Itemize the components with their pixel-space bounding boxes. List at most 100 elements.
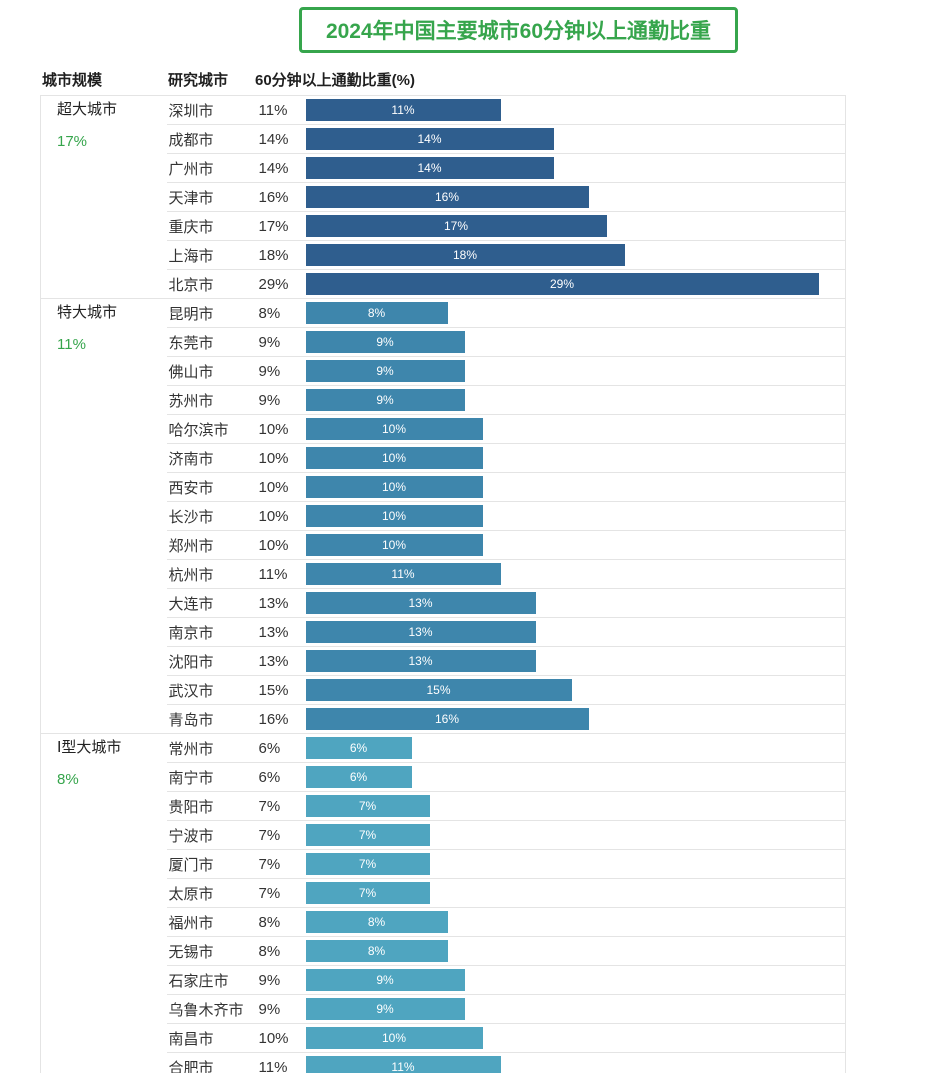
bar: 10%	[305, 476, 483, 498]
city-value: 9%	[255, 385, 306, 415]
city-name: 南京市	[166, 617, 256, 647]
city-value: 18%	[255, 240, 306, 270]
city-value: 11%	[255, 95, 306, 125]
table-row: 重庆市 17% 17%	[41, 211, 846, 241]
city-name: 东莞市	[166, 327, 256, 357]
scale-average: 8%	[57, 771, 79, 788]
bar-label: 10%	[381, 451, 407, 465]
bar-label: 10%	[381, 1031, 407, 1045]
city-value: 10%	[255, 1023, 306, 1053]
bar: 17%	[305, 215, 607, 237]
chart-title: 2024年中国主要城市60分钟以上通勤比重	[298, 7, 739, 53]
bar: 10%	[305, 534, 483, 556]
bar-cell: 10%	[305, 501, 846, 531]
city-name: 广州市	[166, 153, 256, 183]
bar-label: 8%	[367, 944, 386, 958]
bar-cell: 17%	[305, 211, 846, 241]
scale-average: 11%	[57, 336, 86, 353]
bar-cell: 9%	[305, 385, 846, 415]
bar: 8%	[305, 302, 448, 324]
city-name: 南昌市	[166, 1023, 256, 1053]
city-name: 太原市	[166, 878, 256, 908]
city-name: 青岛市	[166, 704, 256, 734]
bar-cell: 9%	[305, 965, 846, 995]
bar-cell: 7%	[305, 820, 846, 850]
title-container: 2024年中国主要城市60分钟以上通勤比重	[0, 0, 947, 53]
table-row: 乌鲁木齐市 9% 9%	[41, 994, 846, 1024]
city-value: 10%	[255, 530, 306, 560]
bar-cell: 8%	[305, 298, 846, 328]
bar: 13%	[305, 592, 536, 614]
table-row: 济南市 10% 10%	[41, 443, 846, 473]
bar-cell: 10%	[305, 1023, 846, 1053]
bar-cell: 8%	[305, 907, 846, 937]
city-value: 16%	[255, 182, 306, 212]
city-value: 13%	[255, 646, 306, 676]
bar-cell: 11%	[305, 1052, 846, 1073]
bar-label: 7%	[358, 857, 377, 871]
bar: 10%	[305, 1027, 483, 1049]
city-name: 重庆市	[166, 211, 256, 241]
bar-label: 11%	[391, 567, 415, 581]
bar-label: 7%	[358, 799, 377, 813]
bar-cell: 14%	[305, 124, 846, 154]
bar-label: 18%	[452, 248, 478, 262]
column-header-city: 研究城市	[168, 72, 229, 89]
scale-label: Ⅰ型大城市	[57, 739, 122, 756]
city-name: 无锡市	[166, 936, 256, 966]
city-name: 哈尔滨市	[166, 414, 256, 444]
bar: 7%	[305, 795, 430, 817]
bar-label: 13%	[408, 625, 433, 639]
table-row: 南昌市 10% 10%	[41, 1023, 846, 1053]
bar-label: 9%	[376, 364, 394, 378]
bar-cell: 7%	[305, 849, 846, 879]
city-value: 15%	[255, 675, 306, 705]
city-name: 北京市	[166, 269, 256, 299]
table-row: 超大城市 17% 深圳市 11% 11%	[40, 95, 846, 299]
table-row: 无锡市 8% 8%	[41, 936, 846, 966]
bar: 9%	[305, 969, 465, 991]
city-name: 贵阳市	[166, 791, 256, 821]
column-header-row: 城市规模 研究城市 60分钟以上通勤比重(%)	[0, 69, 947, 91]
table-row: 南京市 13% 13%	[41, 617, 846, 647]
scale-cell: Ⅰ型大城市 8%	[40, 733, 167, 1073]
table-row: 武汉市 15% 15%	[41, 675, 846, 705]
bar-label: 14%	[417, 132, 442, 146]
bar-cell: 10%	[305, 472, 846, 502]
table-row: 宁波市 7% 7%	[41, 820, 846, 850]
bar-label: 6%	[349, 770, 368, 784]
bar-label: 17%	[443, 219, 469, 233]
bar: 15%	[305, 679, 572, 701]
city-name: 杭州市	[166, 559, 256, 589]
bar-label: 11%	[391, 103, 415, 117]
city-value: 9%	[255, 994, 306, 1024]
city-name: 郑州市	[166, 530, 256, 560]
city-name: 西安市	[166, 472, 256, 502]
city-value: 13%	[255, 617, 306, 647]
city-value: 29%	[255, 269, 306, 299]
scale-cell: 特大城市 11%	[40, 298, 167, 734]
city-value: 11%	[255, 559, 306, 589]
table-row: 太原市 7% 7%	[41, 878, 846, 908]
city-value: 9%	[255, 356, 306, 386]
city-name: 乌鲁木齐市	[166, 994, 256, 1024]
scale-label: 超大城市	[57, 101, 118, 118]
bar-label: 10%	[381, 480, 407, 494]
city-name: 长沙市	[166, 501, 256, 531]
city-value: 9%	[255, 327, 306, 357]
bar: 18%	[305, 244, 625, 266]
commute-table-body: 超大城市 17% 深圳市 11% 11% 成都市 14% 14% 广州市 14% 14% 天津市 16%…	[40, 95, 846, 1073]
city-name: 成都市	[166, 124, 256, 154]
city-name: 南宁市	[166, 762, 256, 792]
column-header-scale: 城市规模	[42, 72, 103, 89]
bar-cell: 10%	[305, 414, 846, 444]
bar-label: 6%	[349, 741, 368, 755]
bar: 14%	[305, 157, 554, 179]
bar-label: 7%	[358, 886, 377, 900]
bar-label: 13%	[408, 654, 433, 668]
city-value: 9%	[255, 965, 306, 995]
bar-cell: 14%	[305, 153, 846, 183]
bar-label: 13%	[408, 596, 433, 610]
table-row: 杭州市 11% 11%	[41, 559, 846, 589]
bar-cell: 10%	[305, 443, 846, 473]
